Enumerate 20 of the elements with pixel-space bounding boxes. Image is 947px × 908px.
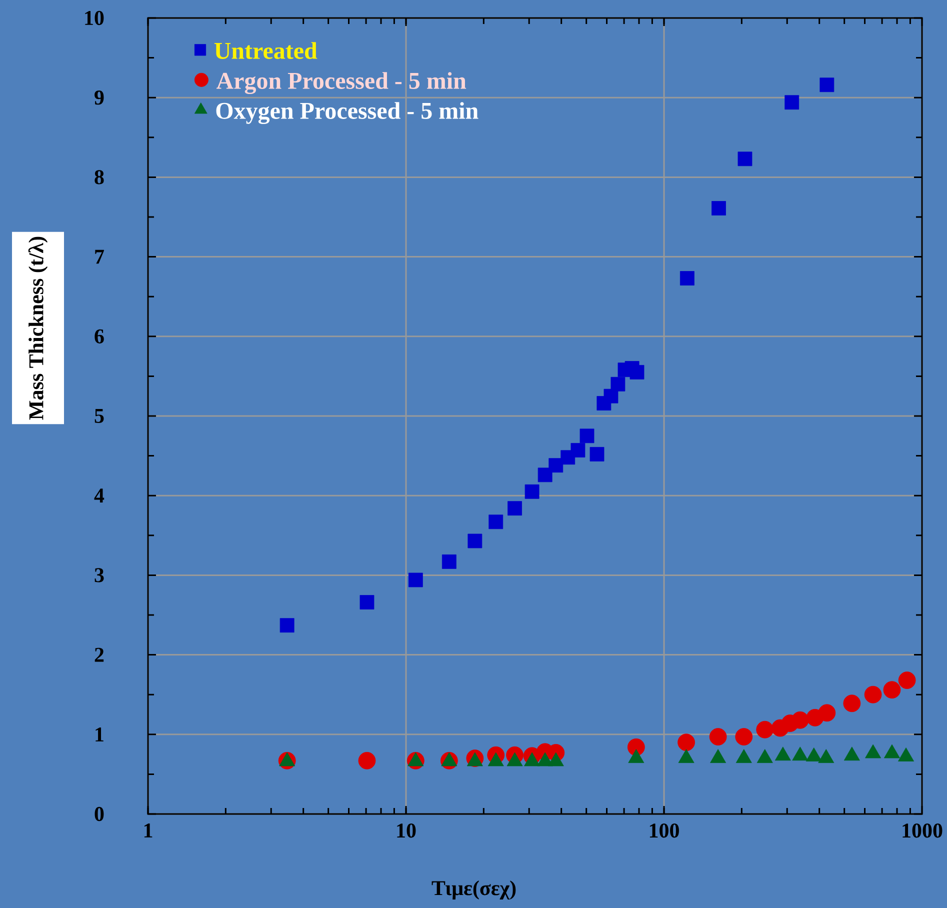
- x-tick-label: 1: [144, 824, 152, 838]
- x-tick-label: 1000: [902, 824, 942, 838]
- y-tick-label: 8: [94, 170, 104, 184]
- y-tick-label: 9: [94, 90, 104, 105]
- y-tick-label: 6: [94, 329, 104, 344]
- y-tick-label: 5: [94, 409, 104, 423]
- legend-label: Untreated: [214, 42, 318, 59]
- y-tick-label: 1: [96, 727, 104, 742]
- y-tick-label: 7: [95, 250, 104, 264]
- y-tick-label: 4: [94, 488, 104, 503]
- x-axis-title: Τιμε(σεχ): [432, 880, 516, 900]
- x-tick-label: 100: [650, 824, 679, 838]
- y-tick-label: 10: [85, 10, 104, 26]
- y-tick-label: 2: [94, 648, 104, 662]
- y-axis-title: Mass Thickness (t/λ): [28, 236, 48, 420]
- y-tick-label: 0: [94, 806, 104, 822]
- legend-label: Oxygen Processed - 5 min: [216, 102, 478, 124]
- y-tick-label: 3: [94, 568, 104, 582]
- x-tick-label: 10: [397, 824, 416, 838]
- legend-label: Argon Processed - 5 min: [216, 72, 466, 94]
